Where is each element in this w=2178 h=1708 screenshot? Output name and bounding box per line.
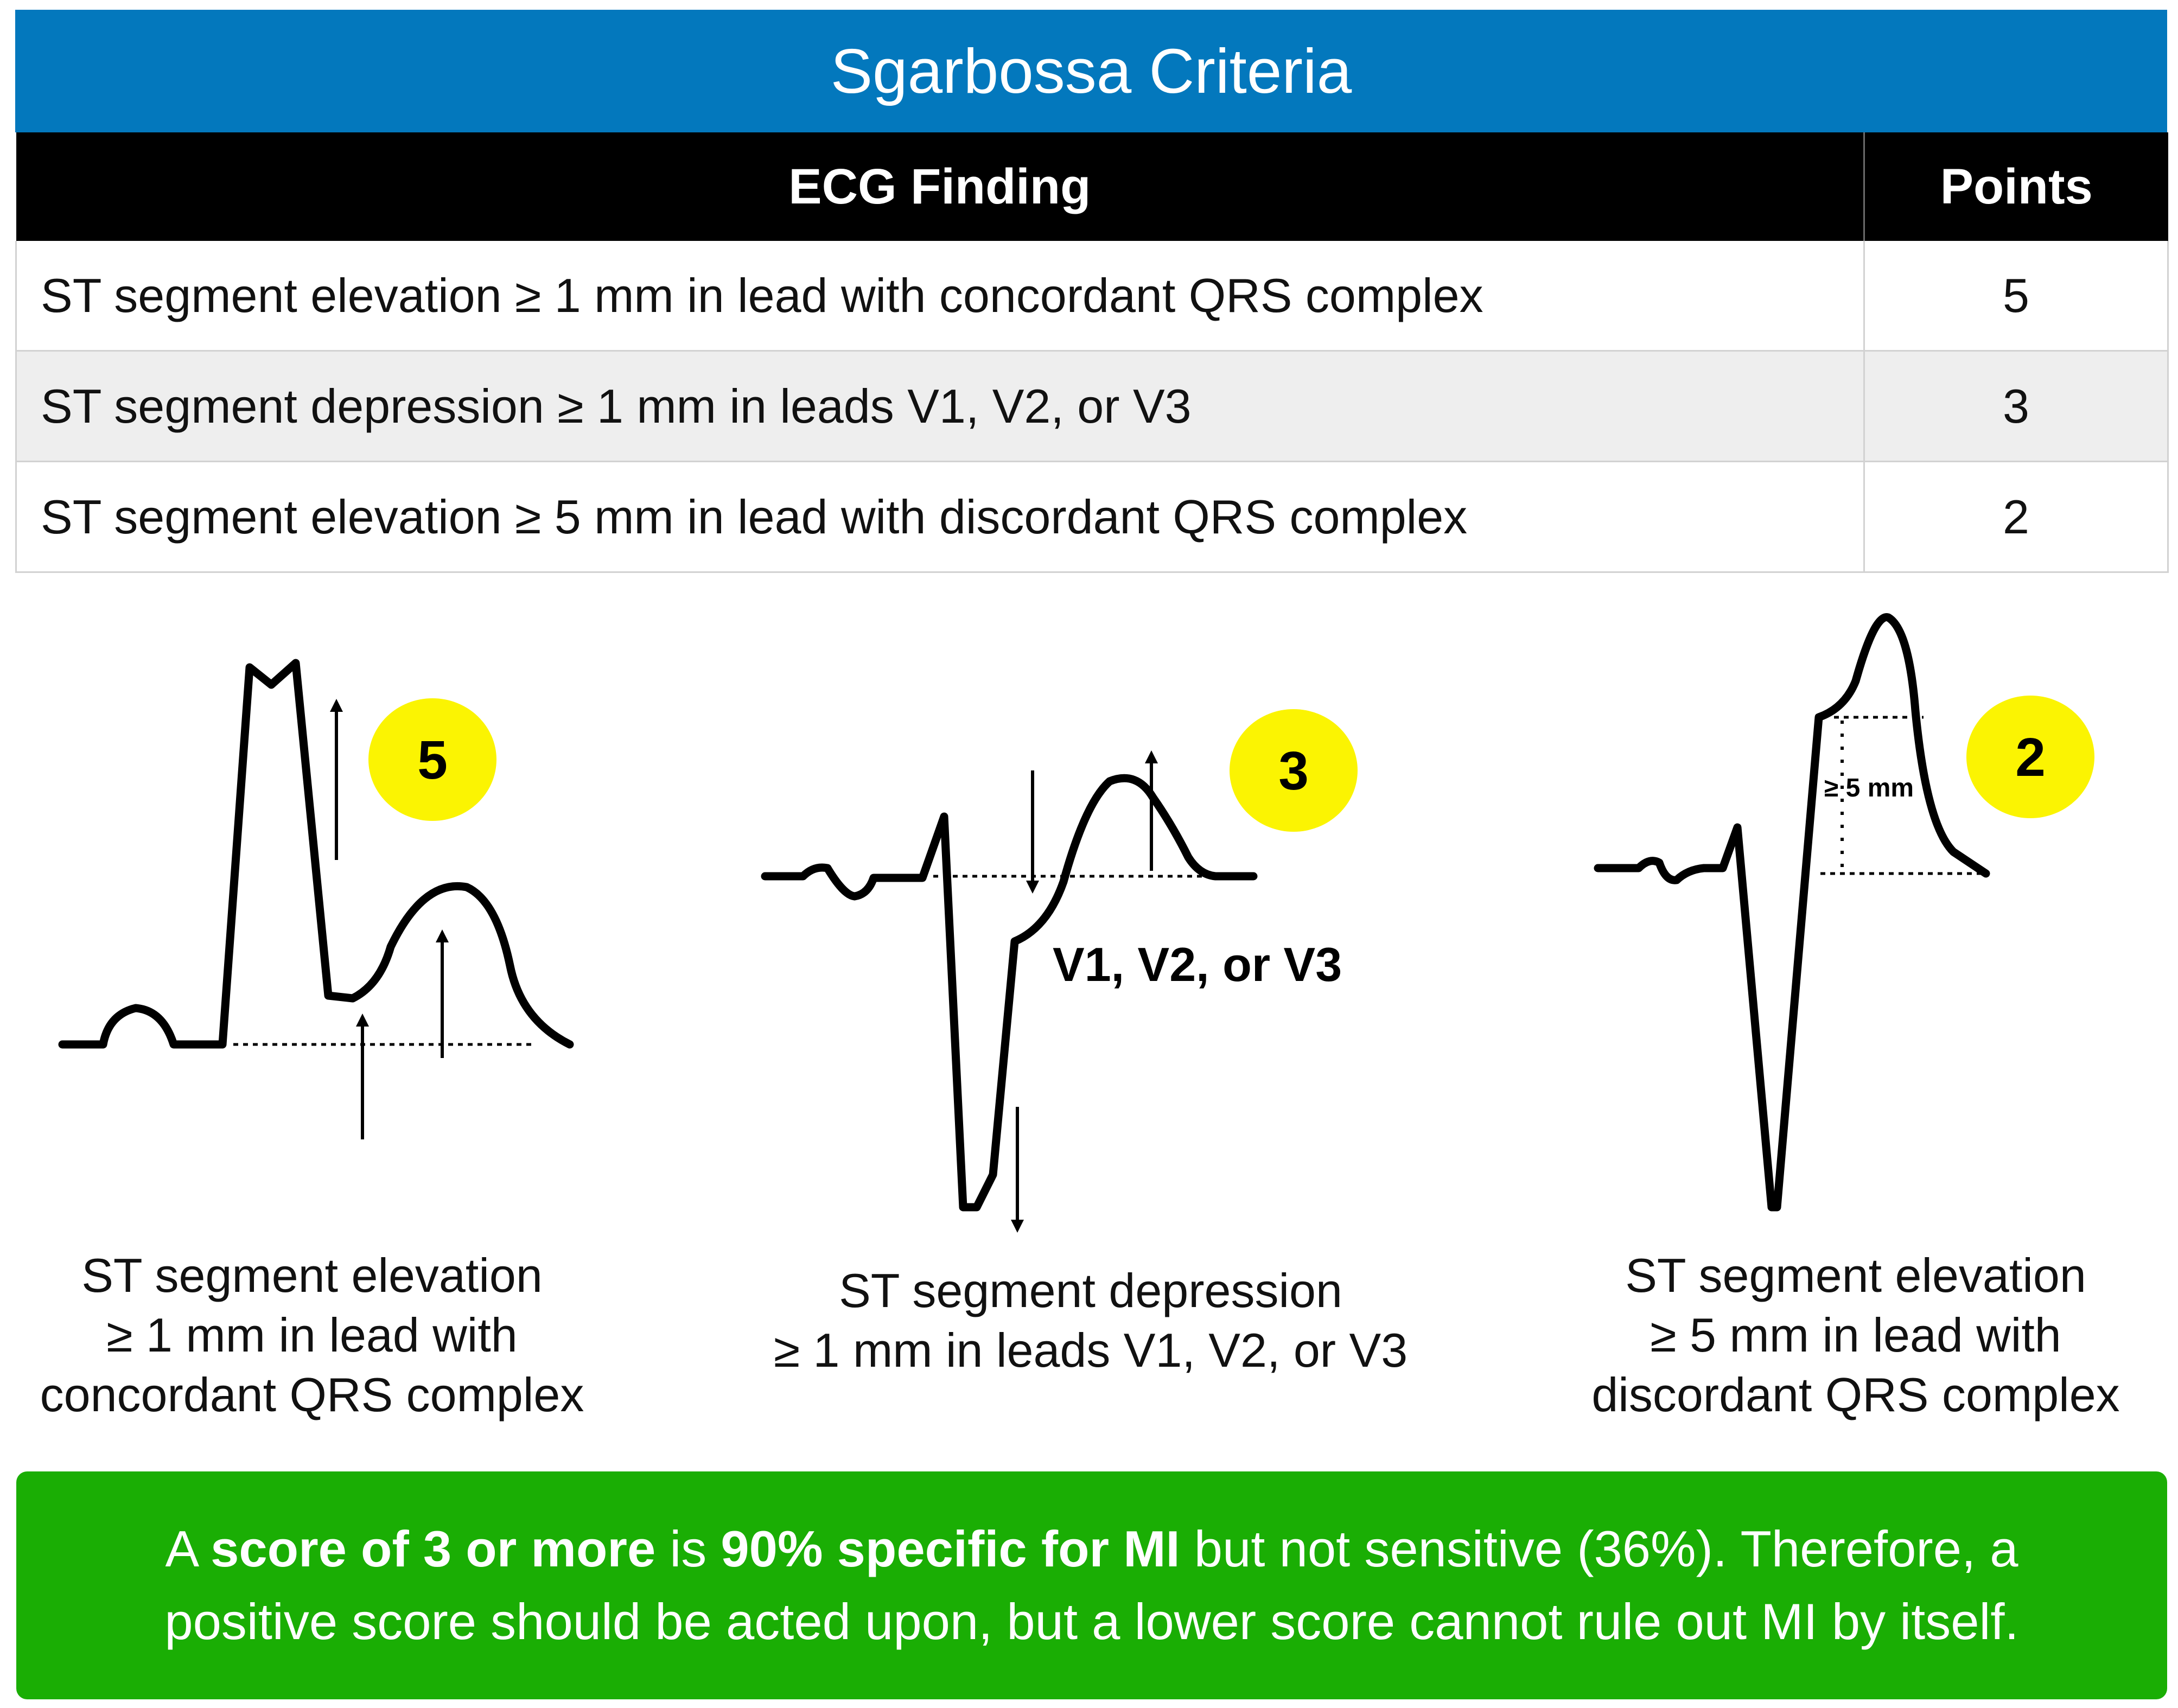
caption-line: ST segment elevation — [81, 1248, 543, 1302]
caption-line: concordant QRS complex — [40, 1368, 584, 1422]
table-row: ST segment depression ≥ 1 mm in leads V1… — [15, 350, 2169, 462]
measure-label: ≥ 5 mm — [1824, 774, 1914, 802]
table-row: ST segment elevation ≥ 5 mm in lead with… — [15, 461, 2169, 573]
ecg-trace — [761, 774, 1258, 1212]
points-badge — [1230, 709, 1358, 832]
header-ecg-finding: ECG Finding — [16, 132, 1864, 241]
lead-label: V1, V2, or V3 — [1053, 938, 1342, 991]
row-points: 3 — [1863, 350, 2169, 462]
diagram-caption: ST segment elevation ≥ 1 mm in lead with… — [5, 1246, 619, 1425]
row-finding: ST segment depression ≥ 1 mm in leads V1… — [15, 350, 1864, 462]
note-text: is — [655, 1520, 721, 1577]
row-points: 2 — [1863, 461, 2169, 573]
summary-note: A score of 3 or more is 90% specific for… — [16, 1471, 2167, 1699]
row-finding: ST segment elevation ≥ 5 mm in lead with… — [15, 461, 1864, 573]
points-badge-value: 5 — [417, 730, 448, 791]
caption-line: ≥ 1 mm in leads V1, V2, or V3 — [773, 1323, 1408, 1377]
caption-line: ST segment elevation — [1625, 1248, 2086, 1302]
row-points: 5 — [1863, 241, 2169, 352]
caption-line: ST segment depression — [839, 1264, 1342, 1317]
criteria-table: ECG Finding Points ST segment elevation … — [15, 132, 2169, 573]
ecg-trace — [1594, 613, 1990, 1212]
caption-line: ≥ 5 mm in lead with — [1650, 1308, 2061, 1362]
note-emphasis: 90% specific for MI — [721, 1520, 1180, 1577]
row-finding: ST segment elevation ≥ 1 mm in lead with… — [15, 241, 1864, 352]
points-badge — [368, 698, 496, 821]
diagram-caption: ST segment elevation ≥ 5 mm in lead with… — [1536, 1246, 2176, 1425]
page-title: Sgarbossa Criteria — [15, 10, 2167, 132]
note-line-1: A score of 3 or more is 90% specific for… — [16, 1513, 2167, 1585]
points-badge-value: 2 — [2015, 727, 2046, 788]
table-header-row: ECG Finding Points — [16, 132, 2168, 241]
diagram-caption: ST segment depression ≥ 1 mm in leads V1… — [711, 1261, 1470, 1380]
note-text: A — [165, 1520, 211, 1577]
header-points: Points — [1863, 132, 2168, 241]
caption-line: ≥ 1 mm in lead with — [106, 1308, 518, 1362]
ecg-discordant-elevation: 2 ≥ 5 mm — [1594, 613, 2094, 1212]
note-line-2: positive score should be acted upon, but… — [164, 1593, 2019, 1650]
ecg-depression-v1-v3: 3 V1, V2, or V3 — [761, 709, 1358, 1233]
table-row: ST segment elevation ≥ 1 mm in lead with… — [15, 241, 2169, 352]
note-emphasis: score of 3 or more — [211, 1520, 656, 1577]
ecg-trace — [58, 659, 574, 1049]
points-badge — [1966, 696, 2094, 818]
caption-line: discordant QRS complex — [1591, 1368, 2120, 1422]
ecg-concordant-elevation: 5 — [58, 659, 574, 1139]
note-text: but not sensitive (36%). Therefore, a — [1180, 1520, 2018, 1577]
points-badge-value: 3 — [1278, 741, 1309, 801]
